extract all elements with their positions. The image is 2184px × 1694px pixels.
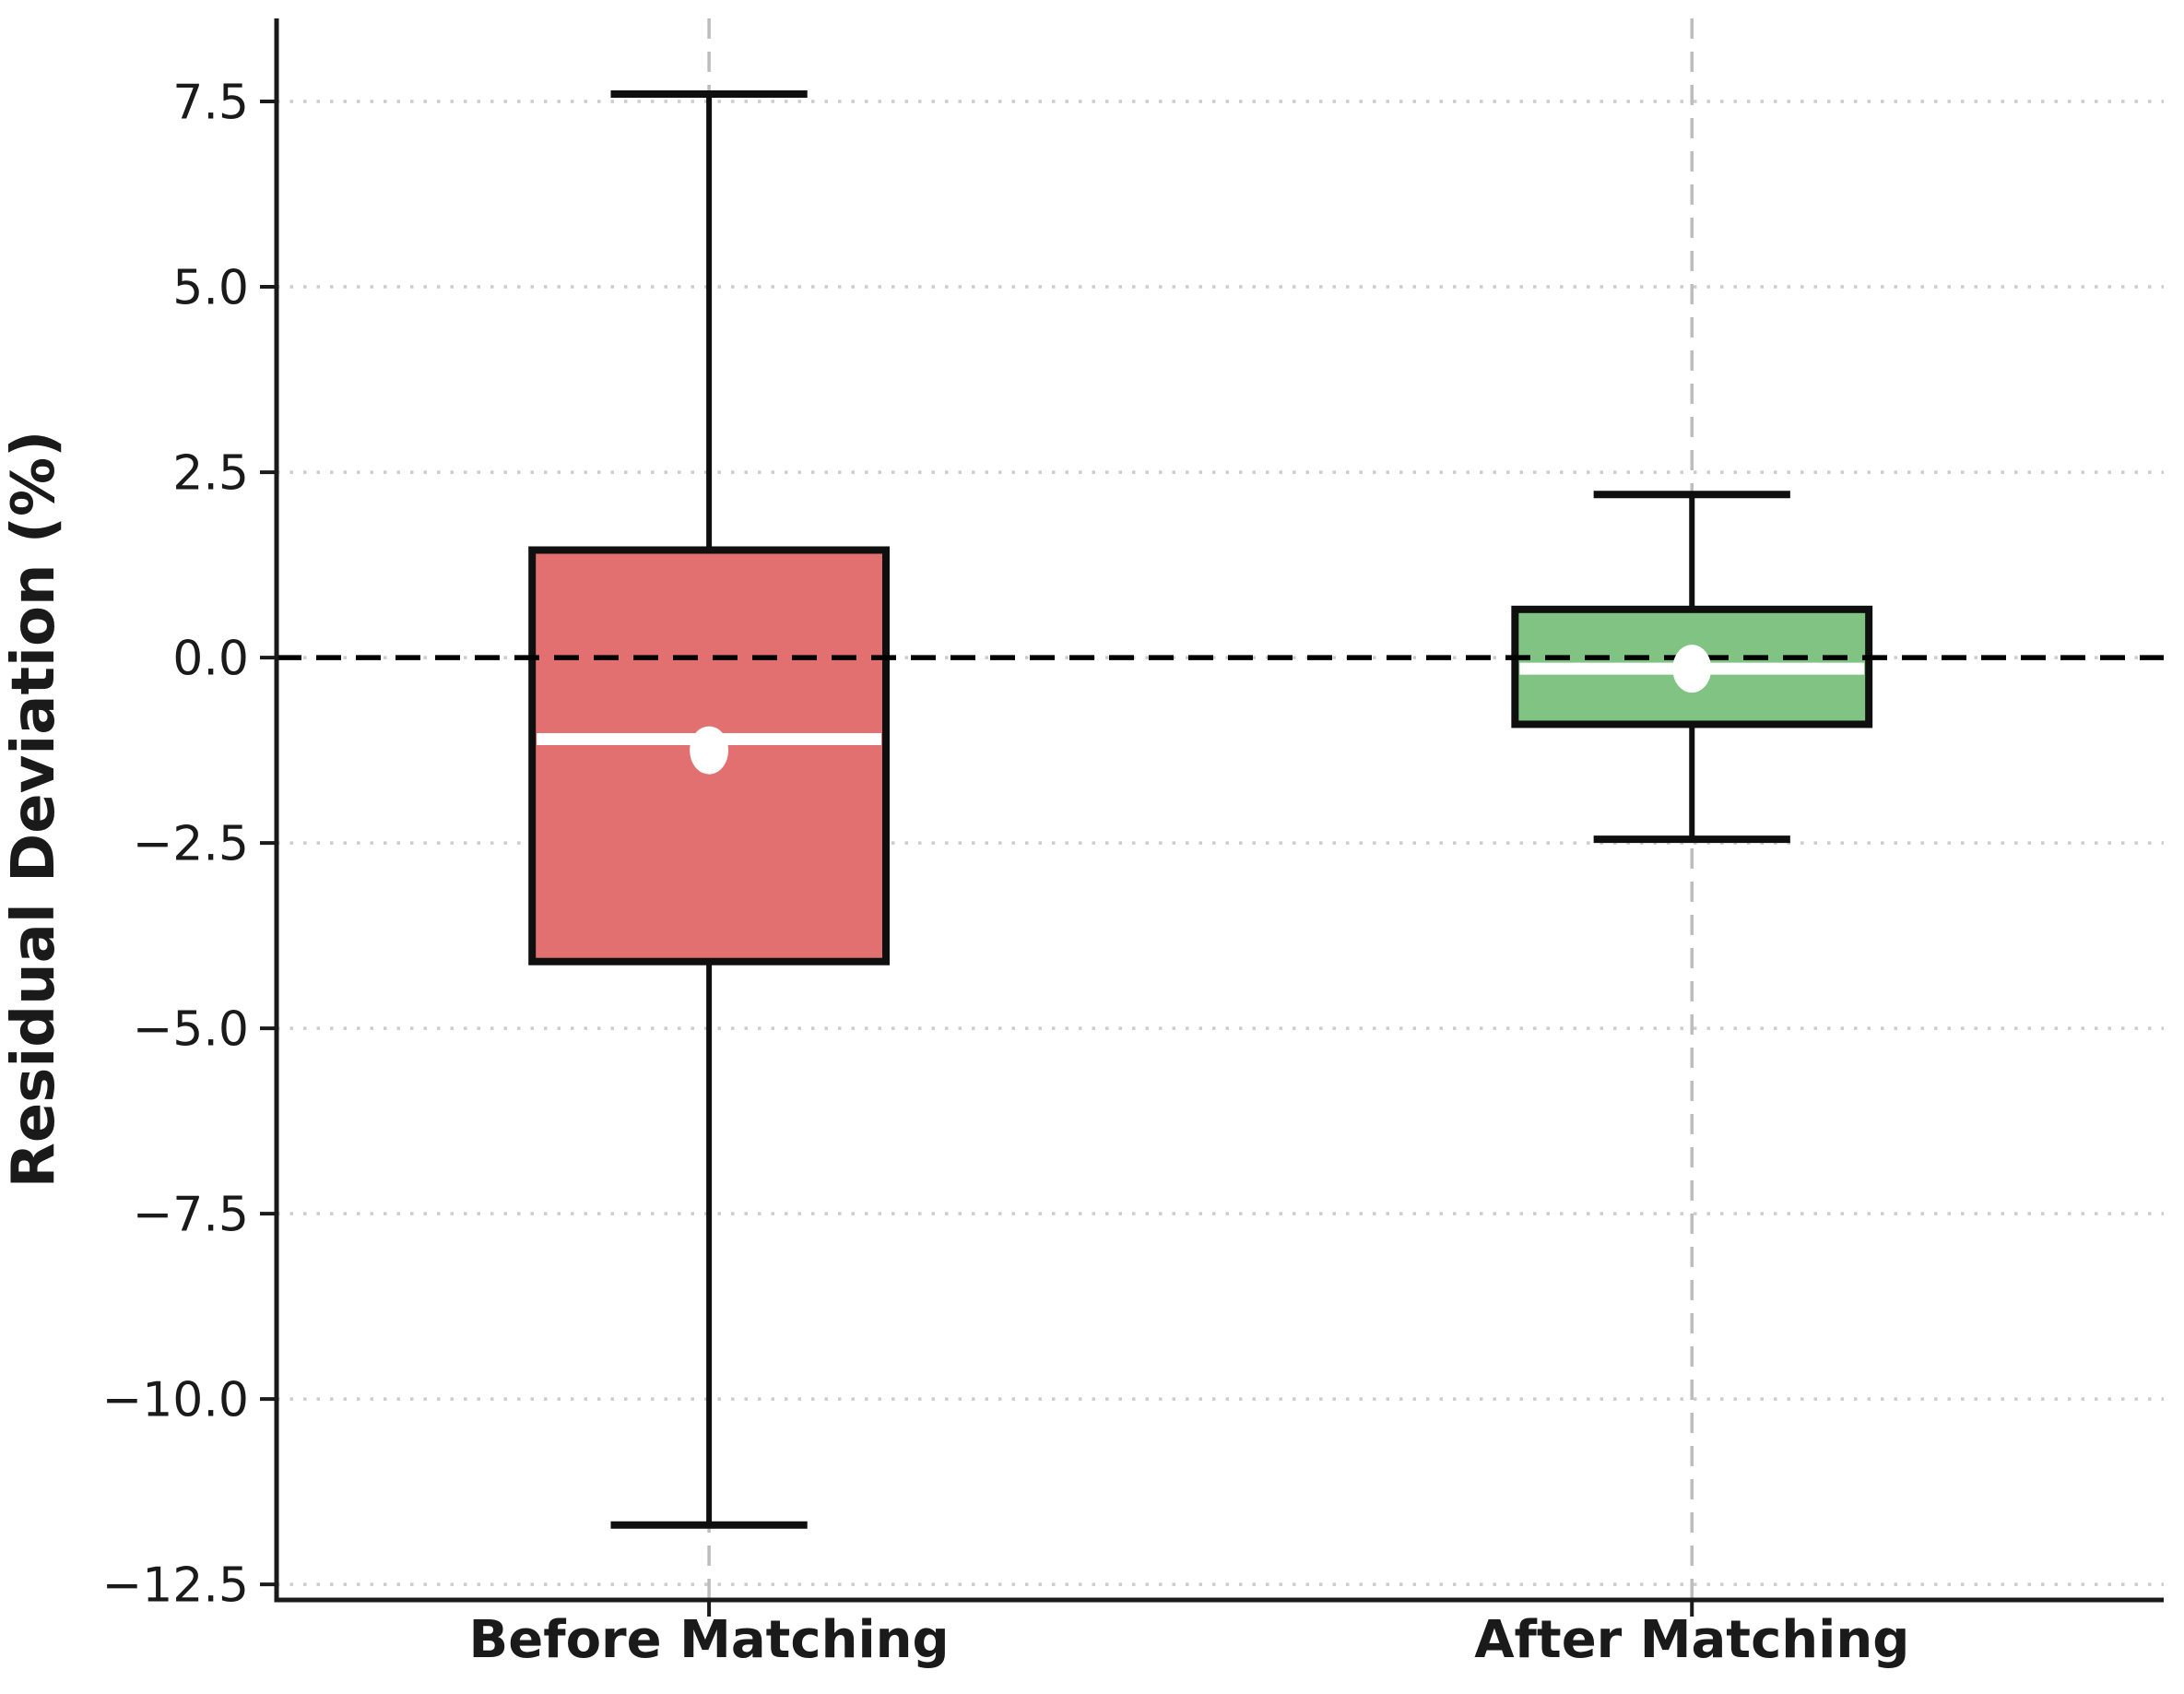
mean-marker-before-matching [690,726,729,775]
x-tick-label: Before Matching [469,1610,950,1670]
y-tick-label: −7.5 [133,1187,249,1242]
y-tick-label: −12.5 [102,1558,249,1613]
y-tick-label: −10.0 [102,1372,249,1427]
x-tick-label: After Matching [1474,1610,1909,1670]
mean-marker-after-matching [1672,645,1712,693]
y-tick-label: 2.5 [172,445,249,501]
y-tick-label: −2.5 [133,816,249,871]
y-tick-label: 7.5 [172,75,249,130]
y-tick-label: 5.0 [172,260,249,315]
y-tick-label: 0.0 [172,631,249,686]
y-tick-label: −5.0 [133,1001,249,1057]
y-axis-label: Residual Deviation (%) [0,431,68,1189]
